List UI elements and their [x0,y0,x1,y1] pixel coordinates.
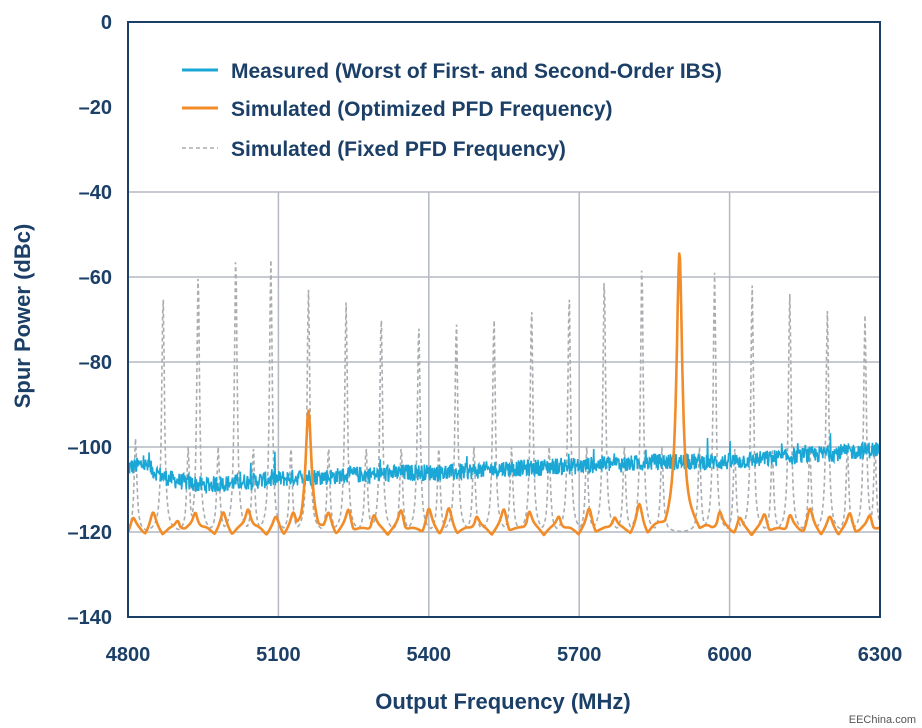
series-simulated-fixed-pfd [127,259,881,533]
y-tick-label: –140 [68,607,113,629]
x-tick-label: 5700 [557,644,602,666]
x-tick-labels: 4800 5100 5400 5700 6000 6300 [106,644,903,666]
y-tick-label: –100 [68,437,113,459]
y-tick-label: 0 [101,12,112,34]
series-line-measured [127,433,881,494]
x-tick-label: 5400 [407,644,452,666]
y-tick-label: –60 [79,267,112,289]
y-tick-labels: 0 –20 –40 –60 –80 –100 –120 –140 [68,12,113,629]
plot-frame [127,21,881,618]
series-simulated-optimized-pfd [126,252,881,537]
legend-label: Measured (Worst of First- and Second-Ord… [231,60,722,83]
x-axis-label: Output Frequency (MHz) [375,689,630,714]
y-axis-label: Spur Power (dBc) [10,224,35,409]
x-tick-label: 6300 [858,644,903,666]
series-measured [127,433,881,494]
legend-label: Simulated (Fixed PFD Frequency) [231,138,566,161]
watermark-text: EEChina.com [849,714,916,726]
legend: Measured (Worst of First- and Second-Ord… [182,60,722,161]
series-line-simulated-optimized-pfd [126,252,881,537]
y-tick-label: –20 [79,97,112,119]
y-tick-label: –80 [79,352,112,374]
legend-label: Simulated (Optimized PFD Frequency) [231,98,613,121]
x-tick-label: 6000 [707,644,752,666]
series-line-simulated-fixed-pfd [127,259,881,533]
grid [128,191,880,617]
x-tick-label: 5100 [256,644,301,666]
x-tick-label: 4800 [106,644,151,666]
y-tick-label: –120 [68,522,113,544]
y-tick-label: –40 [79,182,112,204]
